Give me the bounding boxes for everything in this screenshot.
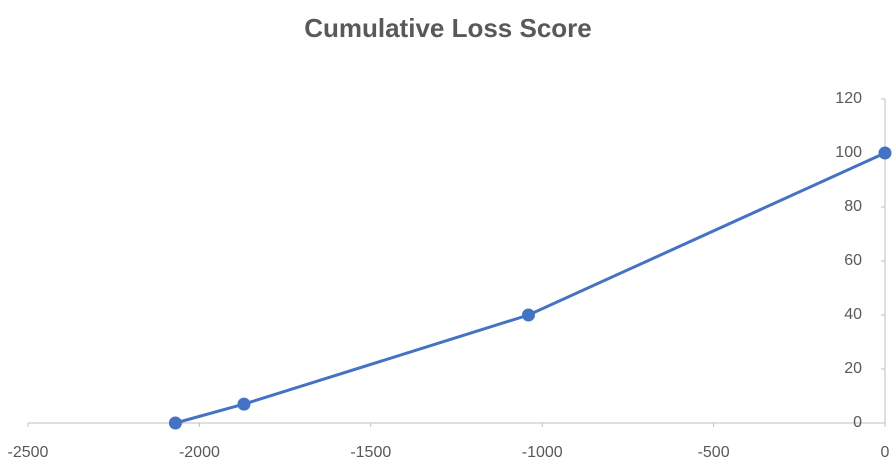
data-point [168,416,182,430]
x-tick-label: 0 [881,444,890,461]
data-point [521,308,535,322]
data-point [878,146,892,160]
chart-title: Cumulative Loss Score [304,13,592,43]
y-tick-label: 0 [853,414,862,431]
series-line [175,151,886,425]
y-tick-label: 100 [835,144,862,161]
x-tick-label: -1500 [350,444,391,461]
y-tick-label: 20 [844,360,862,377]
y-tick-label: 60 [844,252,862,269]
data-point [237,397,251,411]
x-tick-label: -500 [698,444,730,461]
y-tick-label: 120 [835,90,862,107]
x-tick-label: -2000 [179,444,220,461]
y-tick-label: 80 [844,198,862,215]
x-tick-label: -2500 [8,444,49,461]
y-tick-label: 40 [844,306,862,323]
x-tick-label: -1000 [522,444,563,461]
